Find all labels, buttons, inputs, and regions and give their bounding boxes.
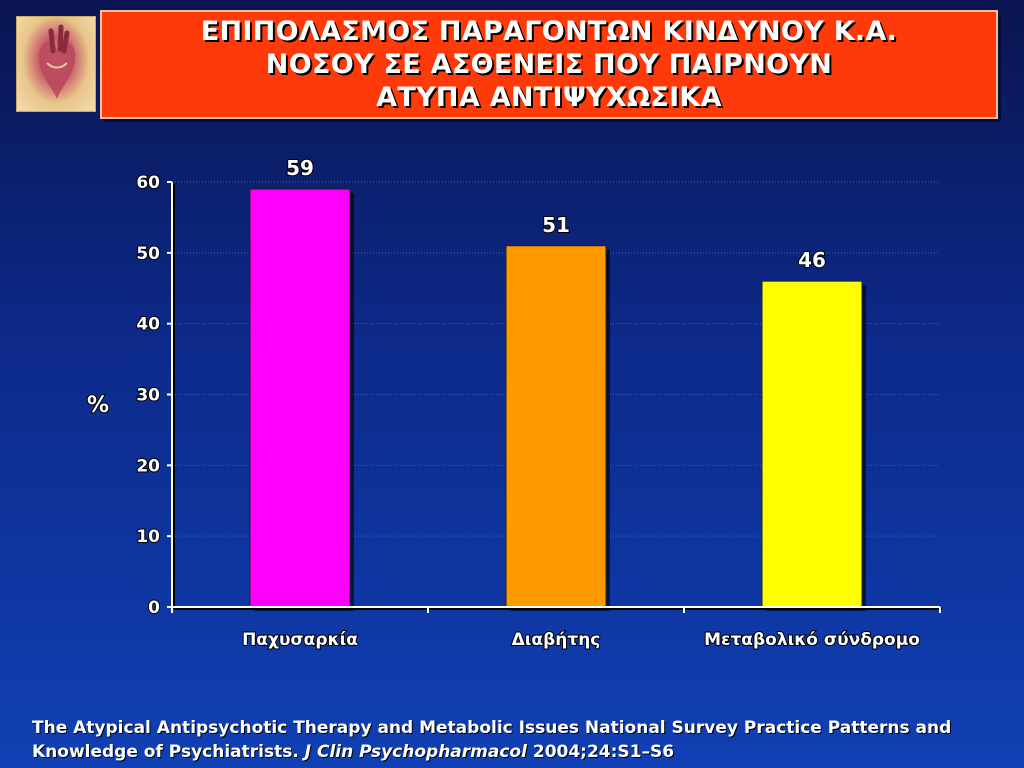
y-tick-label: 40: [136, 315, 160, 335]
citation-journal: J Clin Psychopharmacol: [304, 742, 527, 762]
title-line-3: ΑΤΥΠΑ ΑΝΤΙΨΥΧΩΣΙΚΑ: [376, 82, 722, 113]
y-tick-label: 30: [136, 386, 160, 406]
source-citation: The Atypical Antipsychotic Therapy and M…: [32, 716, 992, 764]
y-tick-label: 0: [148, 598, 160, 618]
chart-axes: [167, 181, 942, 613]
data-label: 51: [542, 213, 570, 237]
bar-3: [761, 280, 863, 608]
y-tick-label: 50: [136, 244, 160, 264]
y-tick-label: 20: [136, 456, 160, 476]
bar-2: [505, 245, 607, 608]
chart-bars: [249, 188, 866, 612]
citation-volume: 2004;24:S1–S6: [532, 742, 675, 762]
x-category-label: Διαβήτης: [512, 630, 601, 650]
data-label: 59: [286, 156, 314, 180]
title-line-1: ΕΠΙΠΟΛΑΣΜΟΣ ΠΑΡΑΓΟΝΤΩΝ ΚΙΝΔΥΝΟΥ Κ.Α.: [200, 16, 898, 47]
x-category-label: Παχυσαρκία: [242, 630, 358, 650]
title-line-2: ΝΟΣΟΥ ΣΕ ΑΣΘΕΝΕΙΣ ΠΟΥ ΠΑΙΡΝΟΥΝ: [265, 49, 833, 80]
y-axis-label: %: [87, 393, 109, 418]
y-tick-label: 60: [136, 173, 160, 193]
y-tick-label: 10: [136, 527, 160, 547]
bar-1: [249, 188, 351, 608]
data-label: 46: [798, 248, 826, 272]
citation-title: The Atypical Antipsychotic Therapy and M…: [32, 718, 952, 762]
x-category-label: Μεταβολικό σύνδρομο: [704, 630, 920, 650]
chart-labels: 0 10 20 30 40 50 60 59 Παχυσαρκία 51 Διαβήτης 46 Μετ…: [135, 155, 921, 651]
anatomical-heart-icon: [16, 16, 96, 112]
slide-title: ΕΠΙΠΟΛΑΣΜΟΣ ΠΑΡΑΓΟΝΤΩΝ ΚΙΝΔΥΝΟΥ Κ.Α. ΝΟΣ…: [100, 10, 998, 119]
